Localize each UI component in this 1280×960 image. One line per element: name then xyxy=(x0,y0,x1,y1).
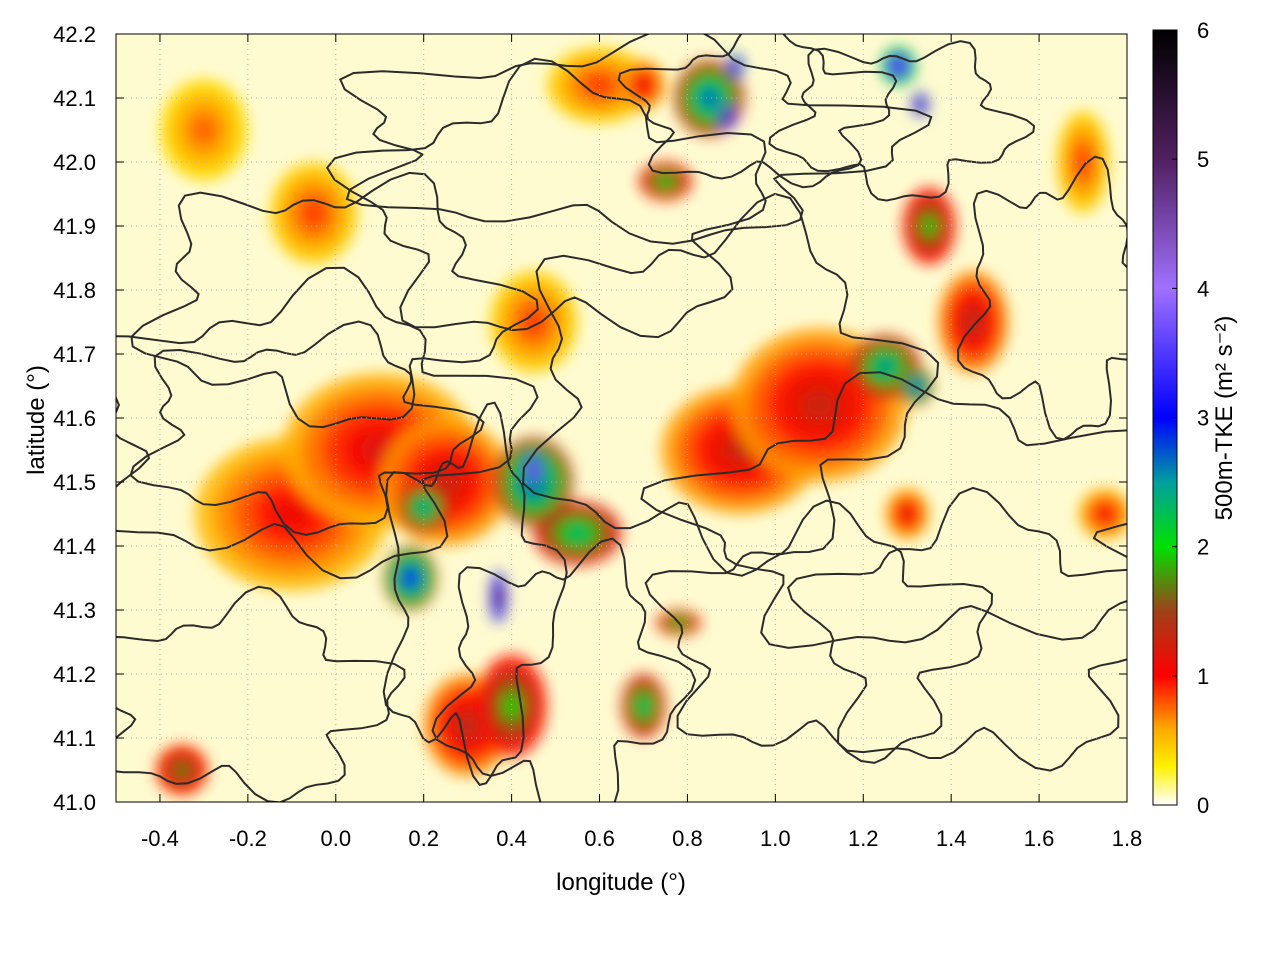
y-axis-label: latitude (°) xyxy=(23,365,50,475)
y-tick-label: 42.1 xyxy=(53,86,96,111)
tke-cell xyxy=(639,699,648,713)
contour-line xyxy=(116,585,406,802)
tke-cell xyxy=(176,764,188,776)
y-axis: 41.0 41.1 41.2 41.3 41.4 41.5 41.6 41.7 41.8 41.9… xyxy=(53,22,1127,815)
contour-line xyxy=(617,34,898,189)
tke-cell xyxy=(894,62,902,70)
y-tick-label: 41.5 xyxy=(53,470,96,495)
tke-cell xyxy=(305,203,323,224)
terrain-contours xyxy=(116,34,1127,802)
x-tick-label: 1.4 xyxy=(936,826,967,851)
tke-cell xyxy=(1099,508,1111,520)
colorbar-tick-label: 1 xyxy=(1197,664,1209,689)
tke-cell xyxy=(458,715,477,736)
x-axis-label: longitude (°) xyxy=(556,869,686,896)
x-tick-label: 0.4 xyxy=(496,826,527,851)
tke-cell xyxy=(725,114,729,120)
plot-area xyxy=(115,33,1128,803)
colorbar-tick-label: 0 xyxy=(1197,793,1209,818)
colorbar-tick-label: 2 xyxy=(1197,535,1209,560)
x-axis: -0.4 -0.2 0.0 0.2 0.4 0.6 0.8 1.0 1.2 1.4 1.6 1.8 xyxy=(141,34,1142,851)
y-tick-label: 41.1 xyxy=(53,726,96,751)
y-tick-label: 41.9 xyxy=(53,214,96,239)
colorbar-tick-label: 6 xyxy=(1197,18,1209,43)
tke-cell xyxy=(418,502,430,513)
tke-cell xyxy=(1077,151,1089,173)
y-tick-label: 42.2 xyxy=(53,22,96,47)
contour-line xyxy=(325,57,767,339)
colorbar-tick-label: 3 xyxy=(1197,406,1209,431)
tke-cell xyxy=(531,465,537,474)
contour-line xyxy=(521,192,940,577)
tke-cell xyxy=(966,311,981,333)
y-tick-label: 41.0 xyxy=(53,790,96,815)
x-tick-label: 0.6 xyxy=(584,826,615,851)
contour-line xyxy=(640,371,1127,649)
contour-line xyxy=(957,155,1127,441)
tke-cell xyxy=(589,77,610,93)
tke-cell xyxy=(504,695,519,717)
tke-cell xyxy=(405,571,416,585)
tke-cell xyxy=(195,119,213,141)
tke-cell xyxy=(878,360,893,374)
x-tick-label: 1.8 xyxy=(1112,826,1143,851)
colorbar-ticks: 0 1 2 3 4 5 6 xyxy=(1172,18,1209,818)
tke-cell xyxy=(702,90,717,106)
tke-cell xyxy=(918,101,923,107)
colorbar-label: 500m-TKE (m² s⁻²) xyxy=(1211,316,1238,521)
tke-cell xyxy=(923,218,935,234)
y-tick-label: 42.0 xyxy=(53,150,96,175)
y-tick-label: 41.4 xyxy=(53,534,96,559)
tke-cell xyxy=(639,80,648,91)
y-tick-label: 41.3 xyxy=(53,598,96,623)
tke-cell xyxy=(660,177,671,185)
x-tick-label: 1.2 xyxy=(848,826,879,851)
contour-line xyxy=(431,537,697,802)
x-tick-label: -0.2 xyxy=(229,826,267,851)
contour-line xyxy=(644,499,994,764)
contour-line xyxy=(786,486,1127,772)
tke-cell xyxy=(902,508,912,520)
tke-cell xyxy=(496,592,501,603)
tke-cell xyxy=(734,63,738,69)
x-tick-label: 0.2 xyxy=(408,826,439,851)
tke-cell xyxy=(568,526,587,540)
colorbar-tick-label: 5 xyxy=(1197,147,1209,172)
y-tick-label: 41.2 xyxy=(53,662,96,687)
colorbar-tick-label: 4 xyxy=(1197,276,1209,301)
y-tick-label: 41.6 xyxy=(53,406,96,431)
contour-line xyxy=(129,320,485,536)
x-tick-label: 1.6 xyxy=(1024,826,1055,851)
contour-line xyxy=(382,401,568,787)
contour-line xyxy=(116,266,539,580)
x-tick-label: -0.4 xyxy=(141,826,179,851)
contour-line xyxy=(768,40,1036,202)
y-tick-label: 41.7 xyxy=(53,342,96,367)
contour-line xyxy=(338,34,933,245)
contour-line xyxy=(130,171,539,429)
x-tick-label: 0.8 xyxy=(672,826,703,851)
x-tick-label: 0.0 xyxy=(320,826,351,851)
y-tick-label: 41.8 xyxy=(53,278,96,303)
tke-cell xyxy=(801,389,837,421)
x-tick-label: 1.0 xyxy=(760,826,791,851)
colorbar: 0 1 2 3 4 5 6 500m-TKE (m² s⁻²) xyxy=(1152,18,1238,818)
